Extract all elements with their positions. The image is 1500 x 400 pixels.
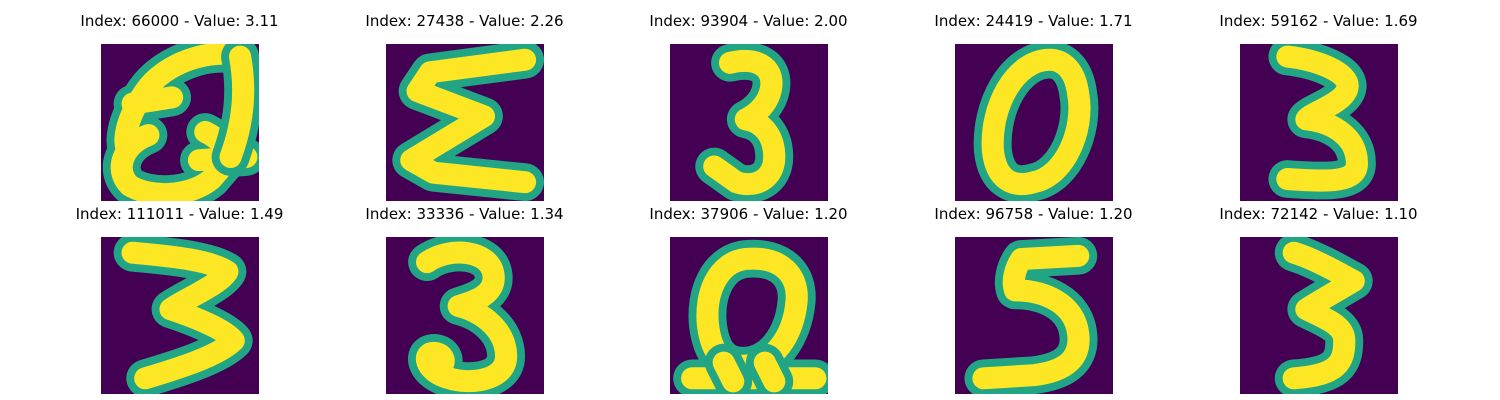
- image-panel-8: Index: 37906 - Value: 1.20: [606, 203, 891, 394]
- digit-image: [670, 44, 828, 201]
- image-panel-3: Index: 93904 - Value: 2.00: [606, 10, 891, 201]
- panel-title: Index: 93904 - Value: 2.00: [649, 12, 848, 30]
- digit-image: [386, 237, 544, 394]
- image-panel-5: Index: 59162 - Value: 1.69: [1176, 10, 1461, 201]
- panel-title: Index: 33336 - Value: 1.34: [365, 205, 564, 223]
- panel-title: Index: 59162 - Value: 1.69: [1219, 12, 1418, 30]
- panel-title: Index: 111011 - Value: 1.49: [75, 205, 284, 223]
- digit-image: [386, 44, 544, 201]
- image-panel-7: Index: 33336 - Value: 1.34: [322, 203, 607, 394]
- digit-image: [955, 44, 1113, 201]
- image-panel-10: Index: 72142 - Value: 1.10: [1176, 203, 1461, 394]
- panel-title: Index: 66000 - Value: 3.11: [80, 12, 279, 30]
- digit-image: [670, 237, 828, 394]
- panel-title: Index: 96758 - Value: 1.20: [934, 205, 1133, 223]
- digit-image: [101, 237, 259, 394]
- digit-image: [101, 44, 259, 201]
- digit-image: [1240, 44, 1398, 201]
- panel-title: Index: 37906 - Value: 1.20: [649, 205, 848, 223]
- image-panel-6: Index: 111011 - Value: 1.49: [37, 203, 322, 394]
- panel-title: Index: 72142 - Value: 1.10: [1219, 205, 1418, 223]
- panel-title: Index: 27438 - Value: 2.26: [365, 12, 564, 30]
- image-panel-2: Index: 27438 - Value: 2.26: [322, 10, 607, 201]
- image-panel-1: Index: 66000 - Value: 3.11: [37, 10, 322, 201]
- image-panel-4: Index: 24419 - Value: 1.71: [891, 10, 1176, 201]
- image-panel-9: Index: 96758 - Value: 1.20: [891, 203, 1176, 394]
- panel-title: Index: 24419 - Value: 1.71: [934, 12, 1133, 30]
- digit-image: [1240, 237, 1398, 394]
- digit-image: [955, 237, 1113, 394]
